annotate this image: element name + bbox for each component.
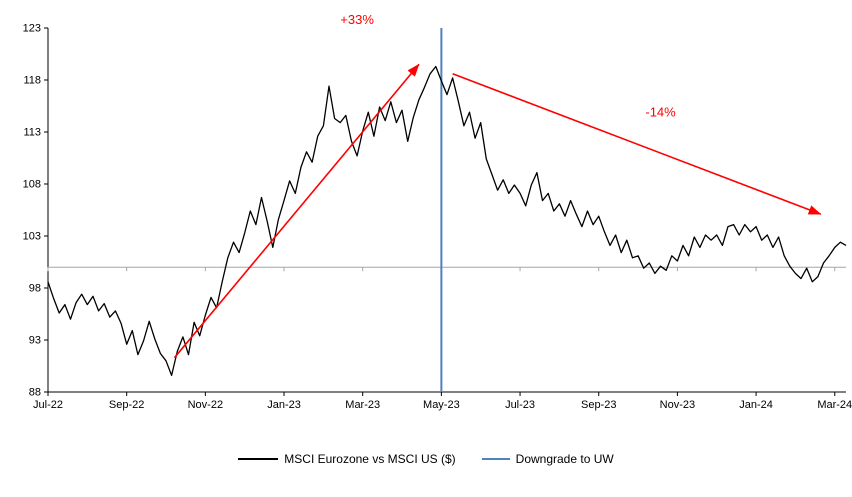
legend-event-label: Downgrade to UW bbox=[515, 452, 614, 466]
legend-item-event: Downgrade to UW bbox=[481, 452, 614, 466]
series-line-swatch bbox=[238, 458, 279, 460]
svg-text:Sep-22: Sep-22 bbox=[109, 399, 144, 411]
svg-text:Nov-22: Nov-22 bbox=[188, 399, 223, 411]
event-line-swatch bbox=[481, 458, 510, 460]
svg-text:Nov-23: Nov-23 bbox=[660, 399, 695, 411]
svg-text:Mar-23: Mar-23 bbox=[345, 399, 380, 411]
annotation-arrow bbox=[173, 63, 420, 359]
svg-text:Jul-23: Jul-23 bbox=[505, 399, 535, 411]
legend-series-label: MSCI Eurozone vs MSCI US ($) bbox=[284, 452, 456, 466]
svg-text:118: 118 bbox=[23, 75, 41, 87]
svg-text:123: 123 bbox=[23, 23, 41, 35]
annotation-label: +33% bbox=[340, 12, 374, 27]
annotation-label: -14% bbox=[645, 104, 676, 119]
svg-text:Sep-23: Sep-23 bbox=[581, 399, 616, 411]
svg-text:May-23: May-23 bbox=[423, 399, 460, 411]
svg-text:Jan-23: Jan-23 bbox=[267, 399, 301, 411]
svg-text:98: 98 bbox=[29, 283, 41, 295]
svg-text:Mar-24: Mar-24 bbox=[817, 399, 852, 411]
chart-legend: MSCI Eurozone vs MSCI US ($) Downgrade t… bbox=[0, 452, 852, 466]
data-line bbox=[47, 65, 847, 377]
legend-item-series: MSCI Eurozone vs MSCI US ($) bbox=[238, 452, 456, 466]
svg-text:103: 103 bbox=[23, 231, 41, 243]
svg-text:Jul-22: Jul-22 bbox=[33, 399, 63, 411]
svg-text:108: 108 bbox=[23, 179, 41, 191]
svg-text:113: 113 bbox=[23, 127, 41, 139]
chart-plot-area: 88 93 98 103 108 113 118 123 Jul-22 Sep-22 Nov-22 J… bbox=[23, 12, 852, 411]
svg-text:88: 88 bbox=[29, 387, 41, 399]
svg-text:93: 93 bbox=[29, 335, 41, 347]
annotation-arrow bbox=[452, 73, 822, 215]
svg-text:Jan-24: Jan-24 bbox=[739, 399, 773, 411]
